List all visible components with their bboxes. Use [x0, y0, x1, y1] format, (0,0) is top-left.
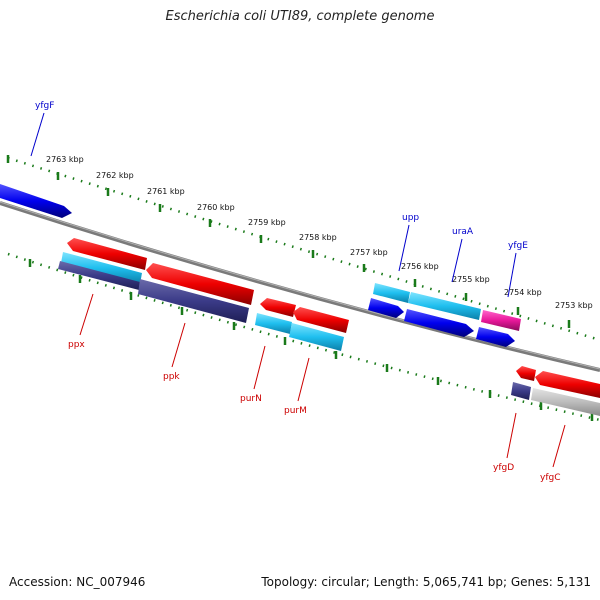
gene-label-yfgD: yfgD	[493, 463, 514, 473]
gene-purM[interactable]	[293, 307, 349, 333]
gene-label-upp: upp	[402, 213, 419, 223]
gene-yfgE-cds[interactable]	[481, 310, 521, 331]
gene-yfgD[interactable]	[516, 366, 536, 381]
scale-label: 2762 kbp	[96, 171, 134, 180]
gene-ppx-cds[interactable]	[61, 252, 142, 284]
scale-label: 2758 kbp	[299, 233, 337, 242]
gene-label-purM: purM	[284, 406, 307, 416]
genome-backbone	[0, 201, 600, 372]
gene-label-purN: purN	[240, 394, 262, 404]
outer-major-ticks	[6, 155, 571, 328]
scale-labels: 2763 kbp 2762 kbp 2761 kbp 2760 kbp 2759…	[46, 155, 593, 310]
scale-label: 2753 kbp	[555, 301, 593, 310]
forward-genes	[0, 184, 521, 347]
scale-label: 2761 kbp	[147, 187, 185, 196]
bottom-leader-lines	[79, 293, 566, 468]
gene-yfgC-misc[interactable]	[531, 388, 600, 416]
top-gene-labels: yfgF upp uraA yfgE	[35, 101, 528, 251]
genome-backbone-highlight	[0, 201, 600, 370]
gene-yfgE[interactable]	[476, 327, 515, 347]
accession-text: Accession: NC_007946	[9, 575, 146, 589]
gene-label-uraA: uraA	[452, 227, 474, 237]
scale-label: 2757 kbp	[350, 248, 388, 257]
scale-label: 2755 kbp	[452, 275, 490, 284]
gene-purN-cds[interactable]	[255, 313, 292, 334]
gene-purM-cds[interactable]	[289, 323, 344, 351]
gene-yfgC[interactable]	[535, 371, 600, 398]
gene-purN[interactable]	[260, 298, 296, 317]
reverse-genes	[58, 238, 600, 416]
gene-label-yfgE: yfgE	[508, 241, 528, 251]
gene-label-ppx: ppx	[68, 340, 85, 350]
scale-label: 2756 kbp	[401, 262, 439, 271]
gene-yfgD-misc[interactable]	[511, 382, 531, 400]
gene-uraA[interactable]	[404, 309, 474, 337]
gene-ppk-misc[interactable]	[138, 279, 249, 323]
scale-label: 2763 kbp	[46, 155, 84, 164]
gene-label-yfgC: yfgC	[540, 473, 561, 483]
gene-upp[interactable]	[368, 298, 404, 318]
bottom-gene-labels: ppx ppk purN purM yfgD yfgC	[68, 340, 561, 483]
gene-uraA-cds[interactable]	[408, 292, 481, 320]
map-title: Escherichia coli UTI89, complete genome	[165, 9, 435, 24]
gene-ppx[interactable]	[67, 238, 147, 270]
scale-label: 2759 kbp	[248, 218, 286, 227]
gene-yfgF[interactable]	[0, 184, 72, 218]
gene-upp-cds[interactable]	[373, 283, 410, 303]
scale-label: 2760 kbp	[197, 203, 235, 212]
scale-label: 2754 kbp	[504, 288, 542, 297]
gene-ppx-misc[interactable]	[58, 261, 140, 290]
genome-summary-text: Topology: circular; Length: 5,065,741 bp…	[261, 575, 591, 589]
gene-label-ppk: ppk	[163, 372, 180, 382]
outer-tick-ring	[7, 156, 600, 342]
gene-label-yfgF: yfgF	[35, 101, 54, 111]
inner-major-ticks	[28, 259, 594, 421]
top-leader-lines	[30, 112, 517, 298]
gene-ppk[interactable]	[146, 263, 254, 305]
inner-tick-ring	[7, 252, 600, 422]
